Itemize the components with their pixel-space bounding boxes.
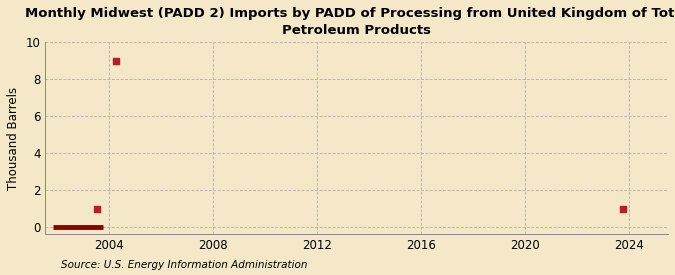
- Point: [617, 206, 628, 211]
- Point: [91, 206, 102, 211]
- Text: Source: U.S. Energy Information Administration: Source: U.S. Energy Information Administ…: [61, 260, 307, 270]
- Title: Monthly Midwest (PADD 2) Imports by PADD of Processing from United Kingdom of To: Monthly Midwest (PADD 2) Imports by PADD…: [25, 7, 675, 37]
- Point: [111, 59, 122, 63]
- Y-axis label: Thousand Barrels: Thousand Barrels: [7, 87, 20, 190]
